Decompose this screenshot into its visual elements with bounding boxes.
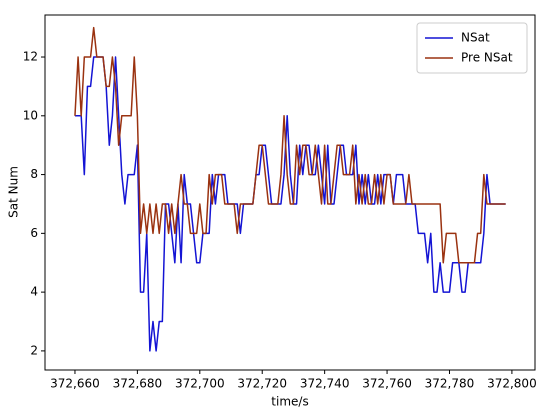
x-tick-label: 372,760	[362, 377, 412, 391]
x-tick-label: 372,720	[237, 377, 287, 391]
legend-label: NSat	[461, 31, 490, 45]
y-tick-label: 2	[30, 343, 38, 357]
y-tick-label: 6	[30, 226, 38, 240]
y-tick-label: 12	[23, 50, 38, 64]
x-tick-label: 372,780	[425, 377, 475, 391]
x-axis-label: time/s	[271, 395, 308, 409]
x-tick-label: 372,800	[487, 377, 537, 391]
plot-frame	[44, 14, 536, 371]
y-axis-label: Sat Num	[7, 166, 21, 218]
y-tick-label: 8	[30, 167, 38, 181]
x-tick-label: 372,680	[113, 377, 163, 391]
legend-label: Pre NSat	[461, 51, 513, 65]
x-tick-label: 372,740	[300, 377, 350, 391]
x-tick-label: 372,700	[175, 377, 225, 391]
x-tick-label: 372,660	[50, 377, 100, 391]
legend-box	[416, 22, 528, 74]
y-tick-label: 4	[30, 285, 38, 299]
series-line	[74, 26, 506, 264]
y-tick-label: 10	[23, 108, 38, 122]
